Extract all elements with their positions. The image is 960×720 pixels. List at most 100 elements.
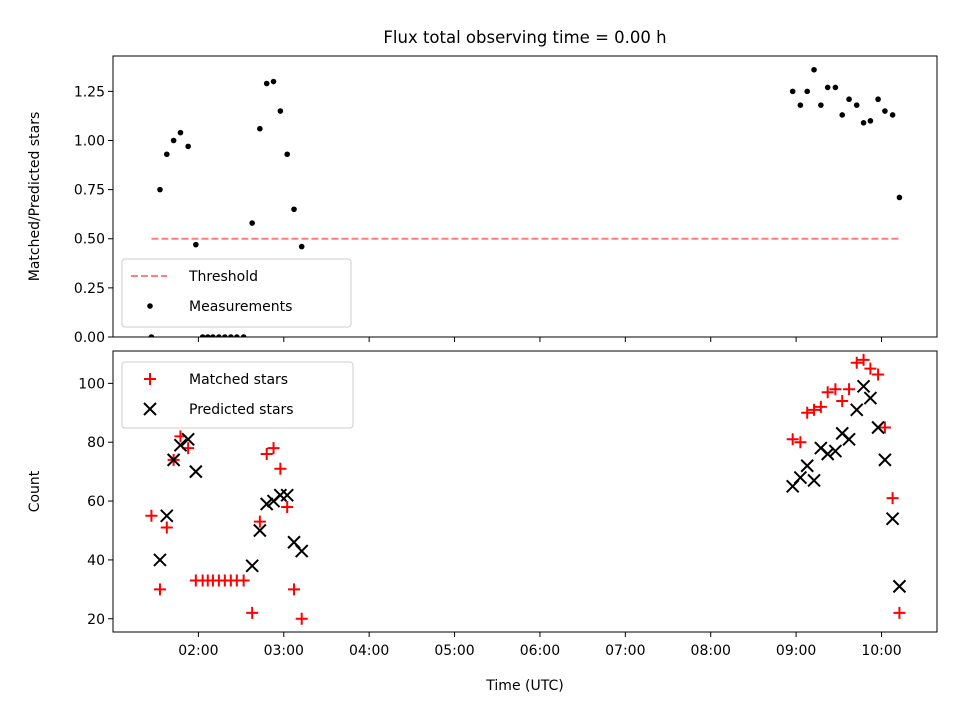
measurement-point	[298, 243, 305, 250]
measurement-point	[148, 334, 155, 337]
matched-star-point	[237, 574, 250, 587]
measurement-point	[867, 118, 874, 124]
matched-star-point	[267, 442, 280, 455]
matched-star-point	[857, 353, 870, 366]
predicted-star-point	[807, 473, 821, 488]
measurement-point	[839, 112, 846, 118]
predicted-star-point	[856, 379, 871, 394]
bottom-x-tick-label: 03:00	[264, 643, 304, 659]
measurement-point	[853, 102, 860, 108]
top-panel: 0.00 0.25 0.50 0.75 1.00 1.25 Matched/Predicte…	[27, 55, 938, 346]
matched-star-point	[878, 421, 891, 434]
bottom-x-axis-label: Time (UTC)	[485, 678, 563, 694]
measurement-point	[263, 80, 270, 87]
predicted-star-point	[892, 579, 907, 594]
top-legend-box	[121, 258, 352, 328]
matched-star-point	[794, 436, 807, 449]
measurement-point	[896, 194, 903, 201]
bottom-x-tick-label: 02:00	[178, 643, 218, 659]
matched-star-point	[246, 606, 259, 619]
matched-star-point	[281, 500, 294, 513]
predicted-star-point	[153, 553, 167, 567]
matched-star-point	[274, 462, 287, 475]
measurement-point	[291, 206, 297, 213]
bottom-y-tick-label: 40	[87, 553, 105, 569]
top-y-tick-label: 1.25	[74, 84, 105, 100]
predicted-star-point	[885, 512, 900, 526]
measurement-point	[222, 334, 228, 337]
matched-star-point	[253, 515, 266, 528]
matched-star-point	[288, 583, 301, 596]
measurement-point	[177, 129, 184, 136]
predicted-star-point	[863, 391, 878, 405]
measurement-point	[157, 186, 163, 193]
predicted-star-point	[828, 444, 843, 458]
matched-star-point	[850, 356, 863, 369]
bottom-x-tick-label: 06:00	[520, 643, 560, 659]
measurement-point	[228, 334, 234, 337]
legend-predicted-swatch	[143, 402, 157, 416]
measurement-point	[210, 334, 216, 337]
matched-star-point	[801, 406, 814, 419]
top-y-tick-label: 0.25	[74, 281, 105, 297]
bottom-y-tick-label: 100	[78, 376, 105, 392]
bottom-x-tick-label: 05:00	[434, 643, 474, 659]
predicted-star-point	[295, 544, 309, 558]
predicted-star-point	[280, 488, 294, 502]
measurement-point	[789, 88, 796, 95]
top-y-tick-label: 0.00	[74, 330, 105, 346]
measurement-point	[804, 88, 811, 95]
measurement-point	[249, 220, 255, 226]
legend-matched-swatch	[144, 373, 156, 385]
measurement-point	[797, 102, 804, 108]
predicted-star-point	[245, 559, 259, 573]
measurement-point	[811, 66, 817, 73]
measurement-point	[882, 108, 888, 114]
measurement-point	[199, 334, 206, 337]
measurement-point	[216, 334, 222, 337]
top-y-tick-label: 0.75	[74, 183, 105, 199]
measurement-point	[889, 112, 896, 118]
measurement-point	[832, 84, 839, 91]
predicted-star-point	[189, 464, 203, 479]
matched-star-point	[821, 386, 834, 399]
measurement-point	[824, 84, 831, 91]
chart-title: Flux total observing time = 0.00 h	[383, 28, 666, 47]
predicted-star-point	[166, 453, 181, 467]
predicted-star-point	[160, 509, 174, 523]
matched-star-point	[145, 509, 158, 522]
predicted-star-point	[878, 453, 892, 467]
bottom-legend-label: Matched stars	[189, 372, 288, 388]
measurement-point	[170, 137, 177, 144]
measurement-point	[846, 96, 852, 103]
top-plot-frame	[112, 55, 938, 338]
bottom-y-tick-label: 20	[87, 612, 105, 628]
top-marks	[148, 66, 903, 337]
matched-star-point	[160, 521, 173, 534]
matched-star-point	[260, 447, 273, 460]
matched-star-point	[153, 583, 166, 596]
top-y-axis-label: Matched/Predicted stars	[27, 112, 43, 282]
measurement-point	[163, 151, 170, 158]
bottom-x-tick-label: 08:00	[691, 643, 731, 659]
top-y-tick-label: 1.00	[74, 133, 105, 149]
predicted-star-point	[842, 432, 856, 446]
top-legend-label: Threshold	[188, 269, 258, 285]
matched-star-point	[829, 383, 842, 396]
bottom-legend-box	[121, 361, 354, 429]
bottom-plot-frame	[112, 350, 938, 633]
bottom-x-tick-label: 07:00	[605, 643, 645, 659]
measurement-point	[185, 143, 191, 150]
bottom-marks	[145, 353, 907, 625]
matched-star-point	[872, 368, 885, 381]
top-legend-label: Measurements	[189, 299, 292, 315]
bottom-y-axis-label: Count	[27, 470, 43, 512]
matched-star-point	[864, 362, 877, 375]
measurement-point	[234, 334, 240, 337]
matched-star-point	[808, 403, 821, 416]
measurement-point	[875, 96, 881, 103]
matched-star-point	[814, 400, 827, 413]
bottom-legend-label: Predicted stars	[189, 402, 294, 418]
matched-star-point	[786, 433, 799, 446]
bottom-x-tick-label: 04:00	[349, 643, 389, 659]
